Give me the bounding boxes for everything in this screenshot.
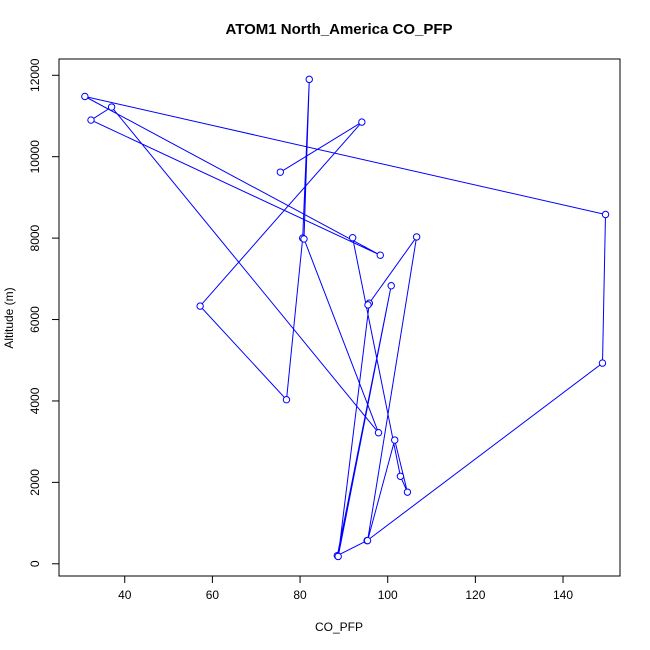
y-axis: 0 2000 4000 6000 8000 10000 12000 bbox=[28, 58, 60, 567]
data-point bbox=[374, 429, 383, 437]
data-point bbox=[598, 359, 607, 367]
data-point bbox=[107, 103, 116, 111]
series-line bbox=[84, 79, 607, 557]
chart-title: ATOM1 North_America CO_PFP bbox=[226, 21, 453, 38]
data-point bbox=[396, 472, 405, 480]
data-point bbox=[196, 302, 204, 310]
y-tick-label: 12000 bbox=[28, 58, 42, 92]
data-point bbox=[305, 75, 313, 84]
data-point bbox=[376, 251, 384, 259]
data-point bbox=[364, 301, 372, 309]
data-point bbox=[391, 436, 399, 444]
y-tick-label: 6000 bbox=[28, 306, 42, 333]
data-point bbox=[282, 396, 291, 404]
x-axis-label: CO_PFP bbox=[315, 620, 363, 634]
data-point bbox=[276, 168, 285, 176]
data-point bbox=[412, 233, 421, 241]
data-point bbox=[300, 235, 308, 243]
x-tick-label: 140 bbox=[553, 588, 573, 602]
x-tick-label: 80 bbox=[293, 588, 307, 602]
y-tick-label: 10000 bbox=[28, 140, 42, 174]
x-tick-label: 120 bbox=[465, 588, 485, 602]
series-layer bbox=[81, 75, 610, 561]
y-tick-label: 4000 bbox=[28, 387, 42, 414]
y-tick-label: 8000 bbox=[28, 224, 42, 251]
x-tick-label: 100 bbox=[378, 588, 398, 602]
data-point bbox=[363, 536, 372, 545]
plot-frame bbox=[58, 58, 621, 577]
y-tick-label: 0 bbox=[28, 560, 42, 567]
data-point bbox=[358, 118, 366, 126]
x-tick-label: 40 bbox=[118, 588, 132, 602]
data-point bbox=[403, 488, 412, 496]
data-point bbox=[348, 234, 357, 242]
x-tick-label: 60 bbox=[206, 588, 220, 602]
data-point bbox=[81, 92, 89, 101]
y-tick-label: 2000 bbox=[28, 469, 42, 496]
y-axis-label: Altitude (m) bbox=[2, 287, 16, 348]
data-point bbox=[601, 210, 610, 219]
data-point bbox=[387, 282, 395, 290]
x-axis: 40 60 80 100 120 140 bbox=[118, 575, 573, 602]
data-point bbox=[334, 552, 342, 561]
data-point bbox=[87, 116, 95, 124]
